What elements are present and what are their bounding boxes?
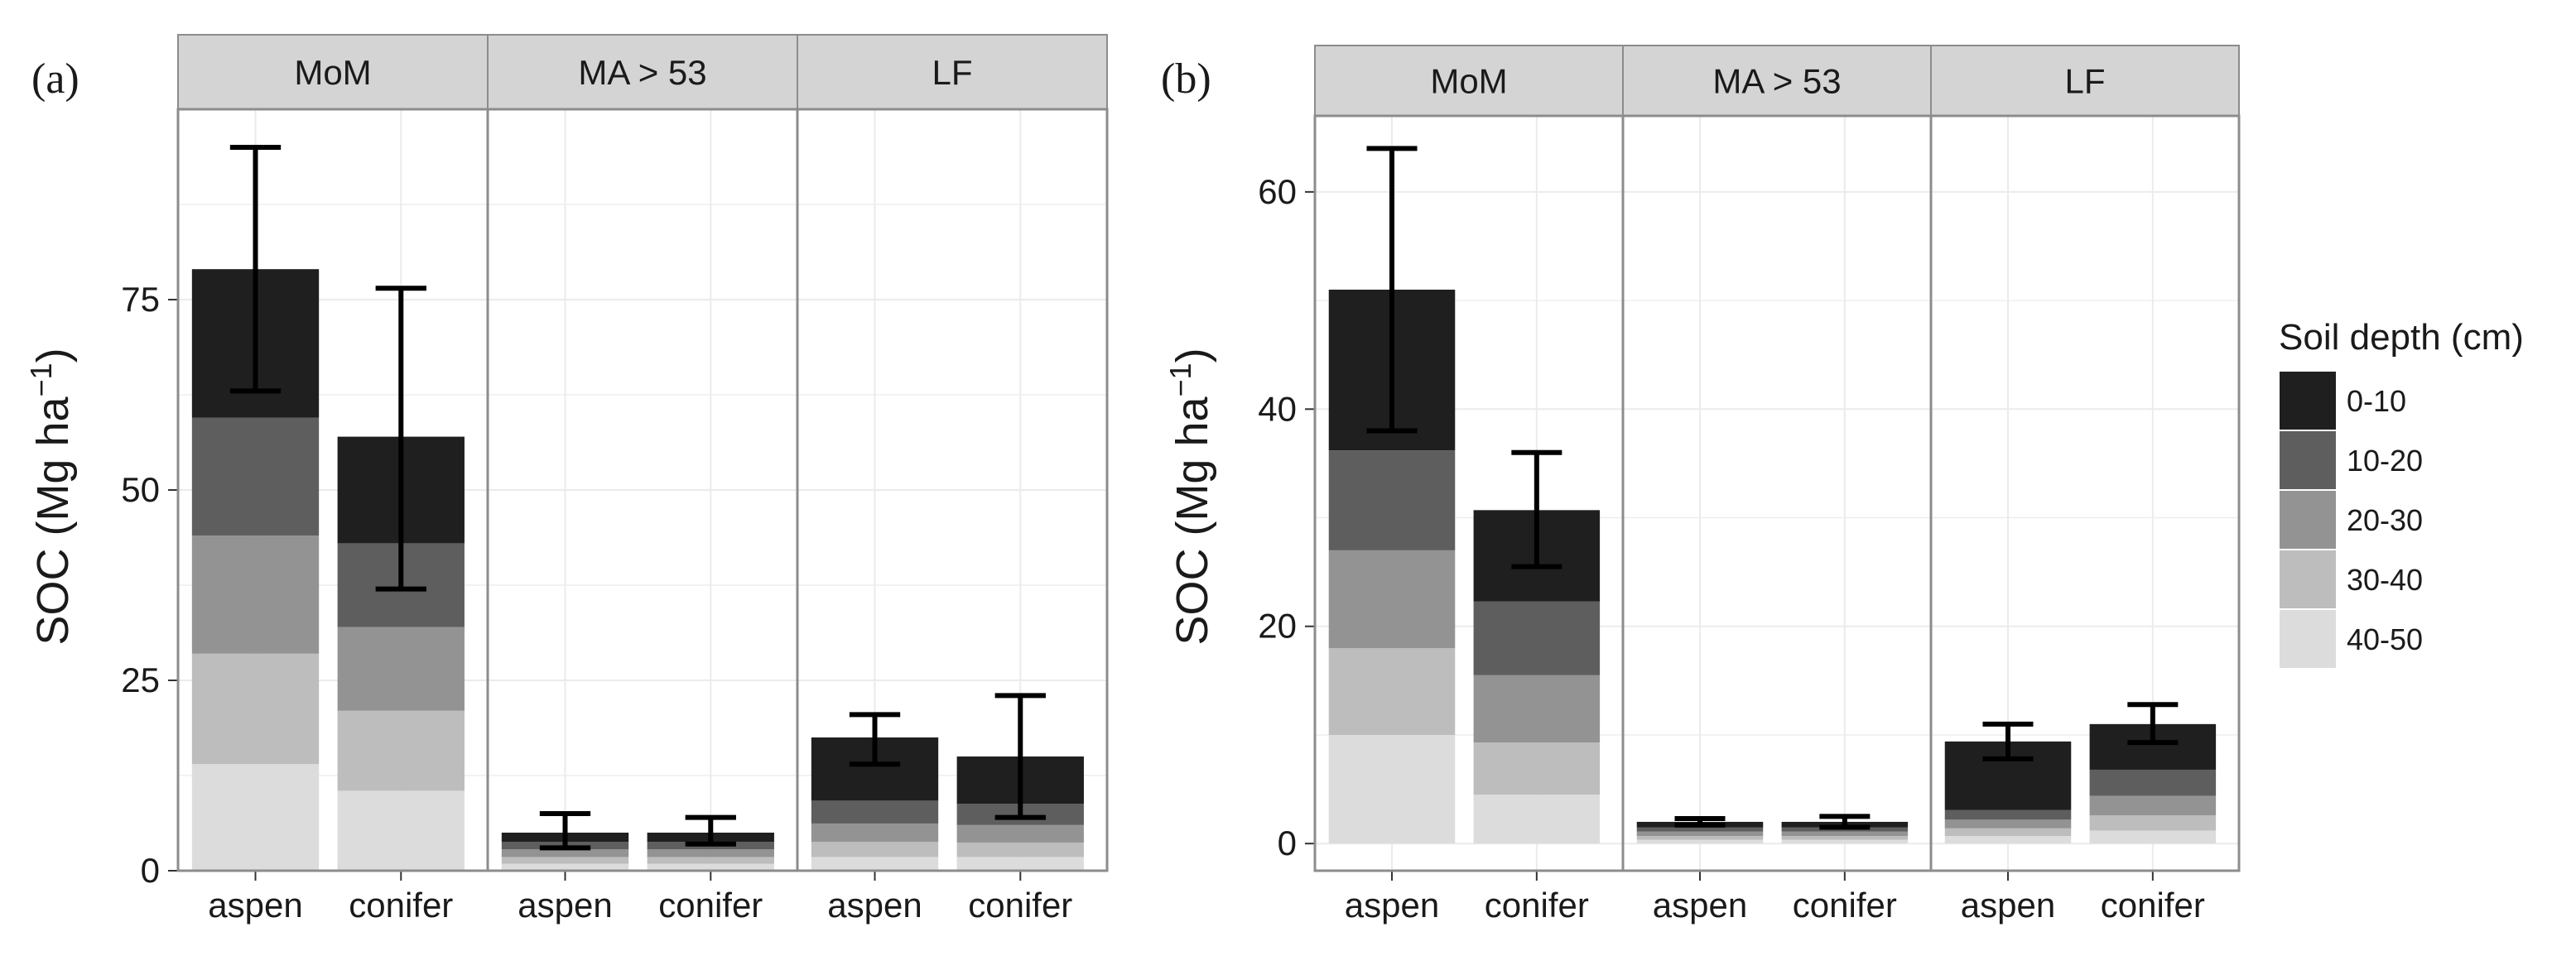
panel-b-y-label-exponent: −1	[1163, 363, 1197, 396]
panel-a-mom-bar-aspen-10-20	[191, 417, 320, 536]
chart-panel-a: (a) SOC (Mg ha−1) 0 25 50 75 MoM aspen conifer MA…	[24, 34, 1109, 925]
panel-b-lf-x-tick-label-aspen: aspen	[1961, 886, 2055, 925]
panel-a-mom-bar-aspen-40-50	[191, 764, 320, 871]
panel-a-y-label-main: SOC (Mg ha	[28, 396, 78, 646]
panel-b-lf-bar-conifer-10-20	[2089, 769, 2217, 796]
panel-b-y-tick-label-0: 0	[1278, 824, 1297, 862]
panel-b-y-tick-label-60: 60	[1258, 172, 1297, 211]
legend-key-30-40	[2278, 549, 2338, 610]
panel-a-lf-bar-aspen-30-40	[811, 842, 939, 857]
panel-a-lf-bar-aspen-10-20	[811, 800, 939, 824]
panel-b-mom-bar-conifer-40-50	[1473, 795, 1601, 844]
panel-b-lf-bar-aspen-40-50	[1944, 836, 2072, 844]
panel-a-lf-x-tick-label-aspen: aspen	[827, 886, 922, 925]
panel-a-lf-bar-conifer-30-40	[956, 842, 1084, 857]
panel-a-y-tick-label-25: 25	[121, 660, 160, 699]
panel-b-mom-x-tick-label-aspen: aspen	[1345, 886, 1439, 925]
panel-b-lf-bar-conifer-40-50	[2089, 830, 2217, 844]
legend-label-40-50: 40-50	[2347, 622, 2423, 656]
panel-b-mom-bar-aspen-10-20	[1328, 450, 1456, 550]
panel-a-ma-53-bar-conifer-20-30	[647, 849, 774, 857]
legend-label-30-40: 30-40	[2347, 563, 2423, 597]
panel-b-lf-bar-conifer-20-30	[2089, 795, 2217, 816]
panel-b-lf-bar-aspen-20-30	[1944, 819, 2072, 829]
panel-b-ma-53-x-tick-label-conifer: conifer	[1793, 886, 1897, 925]
panel-a-letter: (a)	[31, 55, 79, 103]
panel-b-lf-x-tick-label-conifer: conifer	[2101, 886, 2205, 925]
panel-b-y-tick-label-40: 40	[1258, 389, 1297, 428]
panel-b-mom-strip-label: MoM	[1430, 62, 1507, 101]
panel-b-lf-bar-aspen-10-20	[1944, 809, 2072, 820]
legend-label-10-20: 10-20	[2347, 444, 2423, 478]
panel-b-ma-53-bar-aspen-10-20	[1636, 827, 1764, 832]
panel-b-ma-53-bar-aspen-30-40	[1636, 836, 1764, 840]
panel-a-ma-53-x-tick-label-conifer: conifer	[658, 886, 763, 925]
legend-key-40-50	[2278, 608, 2338, 670]
panel-b-mom-bar-aspen-30-40	[1328, 647, 1456, 735]
panel-b-y-axis-label: SOC (Mg ha−1)	[1163, 348, 1217, 645]
panel-a-y-tick-label-0: 0	[141, 851, 160, 890]
panel-b-mom-bar-aspen-20-30	[1328, 550, 1456, 648]
panel-b-lf-plot-border	[1929, 114, 2241, 872]
panel-a-mom-bar-conifer-20-30	[337, 627, 465, 711]
panel-b-mom-bar-conifer-10-20	[1473, 601, 1601, 675]
panel-a-y-label-close: )	[28, 348, 78, 363]
panel-b-mom-bar-conifer-30-40	[1473, 742, 1601, 795]
panel-b-y-label-main: SOC (Mg ha	[1168, 396, 1217, 646]
panel-a-y-axis-label: SOC (Mg ha−1)	[24, 348, 78, 645]
panel-a-mom-bar-conifer-40-50	[337, 790, 465, 871]
legend-title: Soil depth (cm)	[2279, 317, 2524, 358]
panel-a-y-label-exponent: −1	[24, 363, 58, 396]
panel-b-lf-bar-aspen-30-40	[1944, 828, 2072, 837]
panel-a-mom-strip-label: MoM	[294, 53, 371, 92]
panel-a-y-tick-label-50: 50	[121, 470, 160, 509]
panel-a-lf-bar-conifer-20-30	[956, 824, 1084, 843]
panel-b-ma-53-bar-aspen-40-50	[1636, 839, 1764, 844]
panel-a-ma-53-bar-conifer-30-40	[647, 857, 774, 864]
panel-b-ma-53-plot-area	[1623, 116, 1931, 871]
panel-b-lf-strip-label: LF	[2064, 62, 2105, 101]
panel-b-lf-bar-conifer-30-40	[2089, 815, 2217, 831]
panel-b-ma-53-bar-conifer-40-50	[1781, 839, 1909, 844]
legend-label-20-30: 20-30	[2347, 503, 2423, 537]
legend-label-0-10: 0-10	[2347, 384, 2406, 418]
panel-a-mom-bar-aspen-20-30	[191, 536, 320, 654]
panel-b-mom-bar-conifer-20-30	[1473, 675, 1601, 743]
panel-b-mom-x-tick-label-conifer: conifer	[1485, 886, 1589, 925]
panel-b-ma-53-strip-label: MA > 53	[1712, 62, 1841, 101]
panel-a-ma-53-strip-label: MA > 53	[578, 53, 706, 92]
panel-b-ma-53-bar-aspen-20-30	[1636, 831, 1764, 837]
chart-panel-b: (b) SOC (Mg ha−1) 0 20 40 60 MoM aspen conifer MA…	[1161, 45, 2241, 925]
panel-a-mom-bar-aspen-30-40	[191, 653, 320, 765]
panel-a-ma-53-bar-aspen-40-50	[501, 863, 629, 871]
panel-a-mom-bar-conifer-30-40	[337, 710, 465, 791]
panel-a-ma-53-bar-aspen-20-30	[501, 849, 629, 857]
panel-a-lf-bar-aspen-40-50	[811, 857, 939, 871]
legend-key-20-30	[2278, 489, 2338, 550]
panel-a-mom-x-tick-label-conifer: conifer	[349, 886, 453, 925]
panel-a-ma-53-x-tick-label-aspen: aspen	[518, 886, 612, 925]
legend-key-0-10	[2278, 370, 2338, 431]
panel-b-y-label-close: )	[1168, 348, 1217, 363]
panel-a-mom-strip	[177, 34, 489, 110]
panel-b-y-tick-label-20: 20	[1258, 607, 1297, 646]
panel-a-ma-53-bar-aspen-30-40	[501, 857, 629, 864]
panel-a-lf-strip-label: LF	[932, 53, 972, 92]
panel-a-lf-plot-border	[796, 108, 1109, 872]
panel-b-ma-53-bar-conifer-20-30	[1781, 831, 1909, 837]
panel-a-lf-bar-conifer-40-50	[956, 857, 1084, 871]
legend-key-10-20	[2278, 430, 2338, 491]
panel-a-lf-bar-aspen-20-30	[811, 823, 939, 843]
legend: Soil depth (cm) 0-10 10-20 20-30 30-40 40-50	[2278, 317, 2524, 670]
panel-b-letter: (b)	[1161, 55, 1211, 103]
panel-b-mom-bar-aspen-40-50	[1328, 734, 1456, 844]
panel-b-ma-53-bar-conifer-30-40	[1781, 836, 1909, 840]
panel-a-y-tick-label-75: 75	[121, 280, 160, 319]
panel-a-lf-x-tick-label-conifer: conifer	[968, 886, 1072, 925]
panel-b-lf-strip	[1930, 45, 2240, 117]
panel-a-mom-x-tick-label-aspen: aspen	[208, 886, 302, 925]
panel-a-ma-53-bar-conifer-40-50	[647, 863, 774, 871]
panel-b-ma-53-x-tick-label-aspen: aspen	[1653, 886, 1747, 925]
